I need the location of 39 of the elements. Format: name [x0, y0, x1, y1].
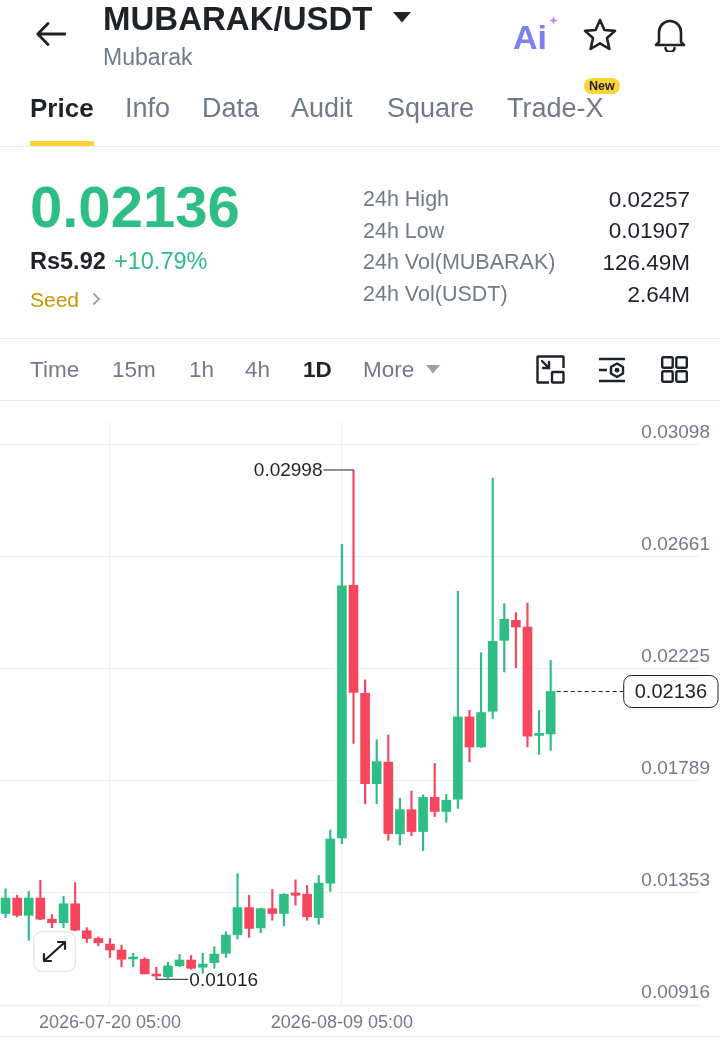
y-tick-label: 0.03098	[641, 420, 710, 442]
text: 0.02257	[608, 186, 690, 212]
text: 0.02136	[30, 173, 240, 239]
annotation: 0.02998	[253, 459, 323, 481]
chart-title: MUBARAK/USDT	[103, 0, 373, 37]
text: 24h Vol(MUBARAK)	[363, 250, 556, 275]
text: Square	[387, 92, 475, 123]
text: 1D	[303, 356, 332, 382]
y-tick-label: 0.01353	[641, 868, 710, 890]
text: 0.01907	[608, 218, 690, 244]
text: 15m	[112, 356, 156, 382]
y-tick-label: 0.02225	[641, 644, 710, 666]
text: 24h High	[363, 187, 450, 212]
text: 24h Vol(USDT)	[363, 282, 508, 307]
text: 126.49M	[602, 249, 690, 275]
text: 1h	[189, 356, 215, 382]
text: More	[363, 356, 415, 382]
text: 4h	[245, 356, 271, 382]
text: Audit	[291, 92, 353, 123]
text: Rs5.92	[30, 248, 106, 275]
text: Data	[202, 92, 260, 123]
text: Trade-X	[507, 92, 604, 123]
text: 2.64M	[627, 281, 690, 307]
text: Ai	[513, 18, 547, 56]
x-tick-label: 2026-07-20 05:00	[38, 1011, 181, 1032]
text: Seed	[30, 287, 80, 311]
text: Time	[30, 356, 80, 382]
chart-subtitle: Mubarak	[103, 43, 193, 70]
ref-line-label: 0.02136	[634, 680, 707, 702]
y-tick-label: 0.01789	[641, 756, 710, 778]
y-tick-label: 0.00916	[641, 981, 710, 1003]
y-tick-label: 0.02661	[641, 532, 710, 554]
text: +10.79%	[114, 248, 208, 275]
text: Price	[30, 93, 94, 123]
text: Info	[125, 92, 171, 123]
annotation: 0.01016	[189, 968, 259, 990]
text: New	[584, 77, 620, 95]
text: 24h Low	[363, 218, 445, 243]
x-tick-label: 2026-08-09 05:00	[270, 1011, 413, 1032]
